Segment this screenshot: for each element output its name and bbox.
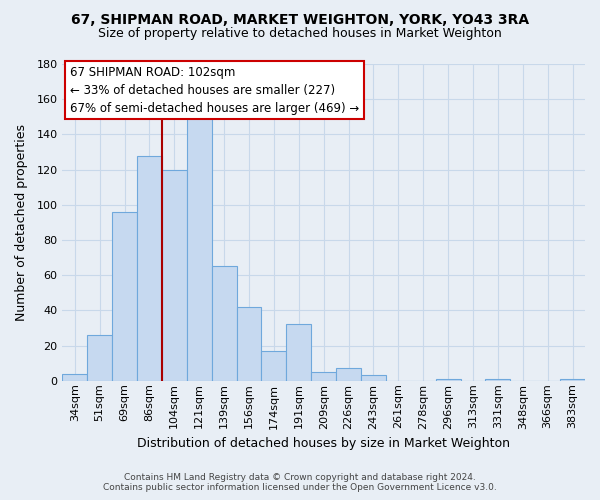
Bar xyxy=(62,374,87,381)
Text: 67, SHIPMAN ROAD, MARKET WEIGHTON, YORK, YO43 3RA: 67, SHIPMAN ROAD, MARKET WEIGHTON, YORK,… xyxy=(71,12,529,26)
Bar xyxy=(560,379,585,381)
Bar xyxy=(87,335,112,381)
Bar xyxy=(187,115,212,381)
Bar xyxy=(485,379,511,381)
Text: Size of property relative to detached houses in Market Weighton: Size of property relative to detached ho… xyxy=(98,28,502,40)
Y-axis label: Number of detached properties: Number of detached properties xyxy=(15,124,28,321)
Bar xyxy=(262,351,286,381)
Bar xyxy=(436,379,461,381)
Bar xyxy=(212,266,236,381)
Bar xyxy=(236,307,262,381)
Bar xyxy=(162,170,187,381)
Bar xyxy=(137,156,162,381)
Bar xyxy=(311,372,336,381)
Bar xyxy=(361,376,386,381)
X-axis label: Distribution of detached houses by size in Market Weighton: Distribution of detached houses by size … xyxy=(137,437,510,450)
Bar xyxy=(112,212,137,381)
Text: Contains HM Land Registry data © Crown copyright and database right 2024.
Contai: Contains HM Land Registry data © Crown c… xyxy=(103,473,497,492)
Bar xyxy=(336,368,361,381)
Text: 67 SHIPMAN ROAD: 102sqm
← 33% of detached houses are smaller (227)
67% of semi-d: 67 SHIPMAN ROAD: 102sqm ← 33% of detache… xyxy=(70,66,359,114)
Bar xyxy=(286,324,311,381)
